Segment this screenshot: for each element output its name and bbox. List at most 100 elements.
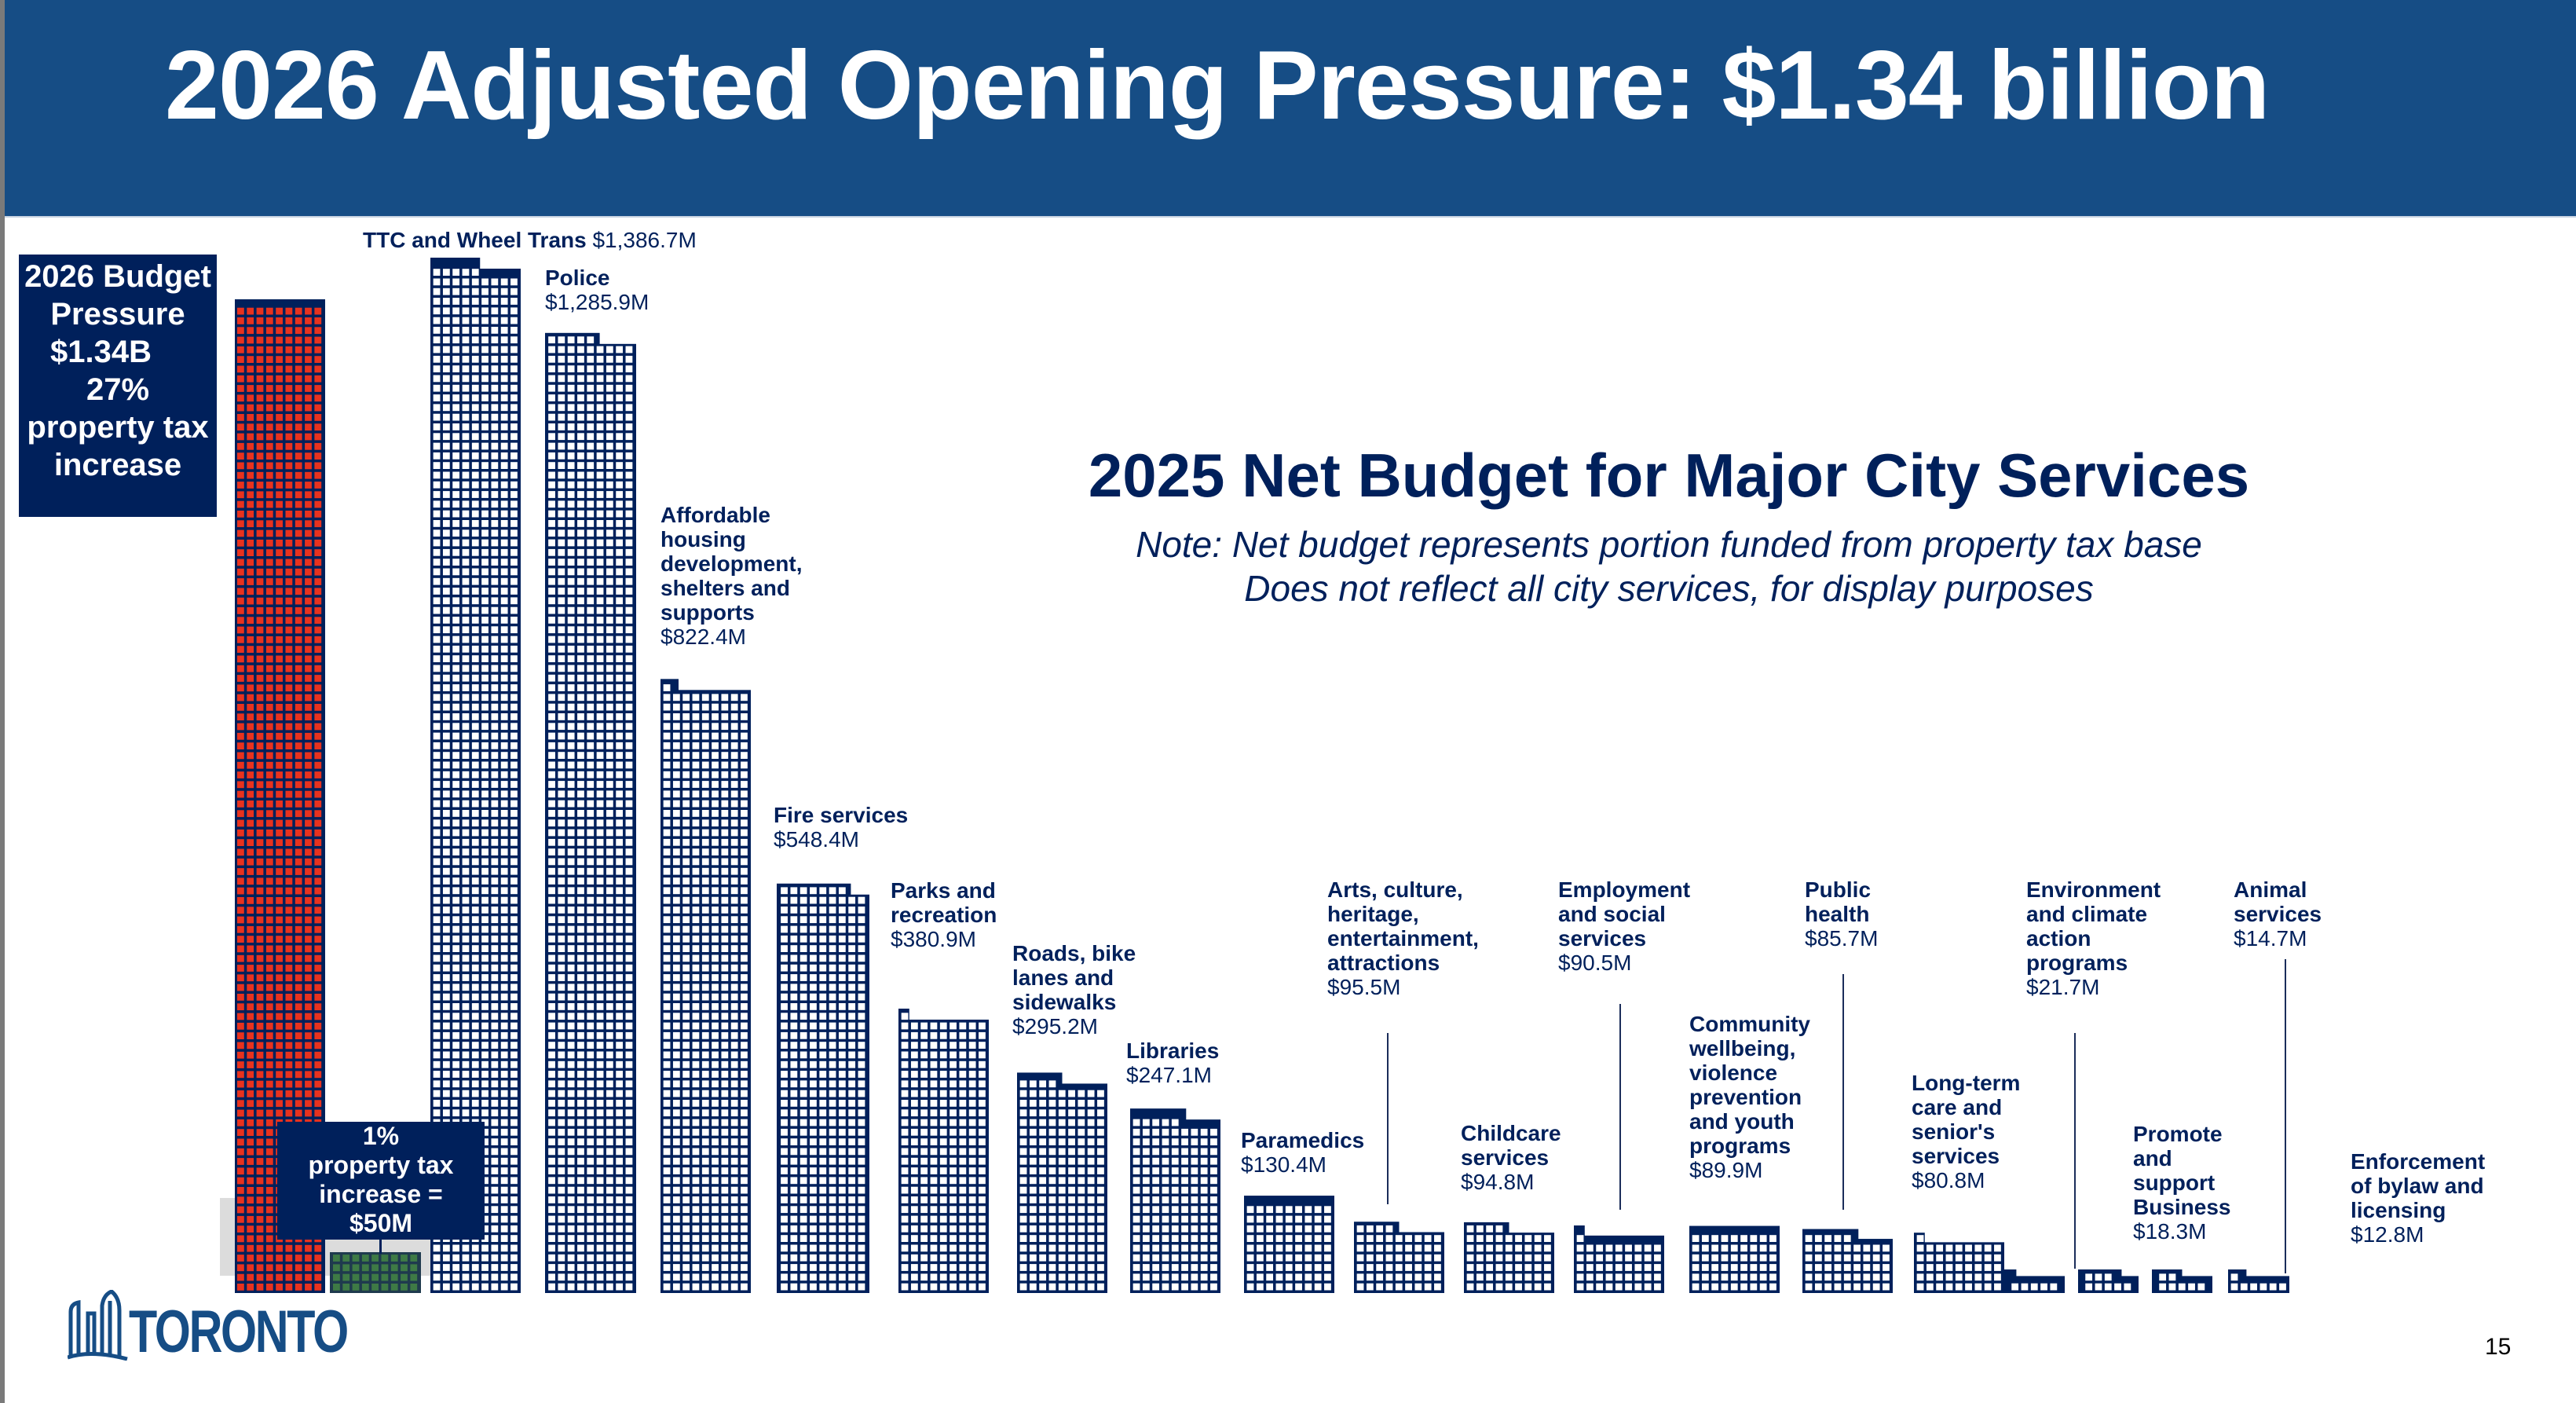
building-bar (545, 332, 636, 1293)
label-name: Roads, bike (1012, 941, 1136, 965)
category-label: Promote and support Business $18.3M (2133, 1122, 2231, 1244)
category-label: Enforcement of bylaw and licensing $12.8M (2351, 1149, 2485, 1247)
label-value: $380.9M (891, 927, 976, 951)
toronto-city-hall-icon (68, 1290, 128, 1361)
label-name: Promote (2133, 1122, 2223, 1146)
label-name: and youth (1689, 1109, 1795, 1134)
chart-title: 2025 Net Budget for Major City Services (1088, 441, 2250, 510)
toronto-logo-text: TORONTO (129, 1299, 349, 1365)
category-label: Parks and recreation $380.9M (891, 878, 997, 951)
pressure-line: 27% (86, 372, 150, 407)
label-name: Fire services (774, 803, 909, 827)
building-bar (1464, 1222, 1554, 1293)
category-label: Police $1,285.9M (545, 266, 649, 314)
label-value: $548.4M (774, 827, 859, 852)
label-name: supports (660, 600, 755, 625)
label-name: and climate (2026, 902, 2148, 926)
category-label: Roads, bike lanes and sidewalks $295.2M (1012, 941, 1136, 1039)
pressure-bar (235, 299, 325, 1293)
label-name: programs (2026, 951, 2128, 975)
label-value: $130.4M (1241, 1152, 1326, 1177)
label-value: $90.5M (1558, 951, 1632, 975)
label-name: sidewalks (1012, 990, 1117, 1014)
label-name: programs (1689, 1134, 1791, 1158)
label-name: senior's (1912, 1119, 1996, 1144)
pressure-line: 2026 Budget (24, 259, 211, 294)
building-bar (1017, 1072, 1107, 1293)
label-name: Animal (2234, 877, 2307, 902)
label-name: of bylaw and (2351, 1174, 2484, 1198)
pressure-line: property tax (27, 410, 209, 445)
label-name: housing (660, 527, 746, 551)
label-name: prevention (1689, 1085, 1802, 1109)
label-value: $18.3M (2133, 1219, 2207, 1244)
building-bar (1354, 1222, 1444, 1293)
label-name: Libraries (1126, 1039, 1220, 1063)
label-name: and (2133, 1146, 2172, 1170)
category-label: Long-term care and senior's services $80.8M (1912, 1071, 2020, 1192)
label-name: Parks and (891, 878, 996, 903)
building-bar (777, 883, 869, 1293)
label-name: shelters and (660, 576, 790, 600)
label-value: $80.8M (1912, 1168, 1985, 1192)
label-name: Business (2133, 1195, 2231, 1219)
label-name: development, (660, 551, 803, 576)
label-value: $94.8M (1461, 1170, 1535, 1194)
label-value: $12.8M (2351, 1222, 2424, 1247)
label-name: TTC and Wheel Trans (363, 228, 587, 252)
label-ttc: TTC and Wheel Trans $1,386.7M (363, 228, 697, 252)
label-value: $247.1M (1126, 1063, 1212, 1087)
category-label: Childcare services $94.8M (1461, 1121, 1561, 1194)
label-value: $14.7M (2234, 926, 2307, 951)
slide-header: 2026 Adjusted Opening Pressure: $1.34 bi… (5, 0, 2576, 218)
category-label: Paramedics $130.4M (1241, 1128, 1364, 1177)
leader-line (1842, 974, 1844, 1210)
building-bar (2152, 1269, 2212, 1293)
pressure-line: Pressure (50, 297, 185, 332)
category-label: Animal services $14.7M (2234, 877, 2322, 951)
building-bar (2228, 1269, 2289, 1293)
one-percent-line: $50M (349, 1209, 413, 1237)
label-value: $1,285.9M (545, 290, 649, 314)
one-percent-bar (330, 1252, 421, 1293)
label-name: and social (1558, 902, 1666, 926)
label-name: recreation (891, 903, 997, 927)
building-bar (2078, 1269, 2139, 1293)
category-label: Fire services $548.4M (774, 803, 908, 852)
pressure-line: increase (53, 448, 182, 482)
label-name: Employment (1558, 877, 1691, 902)
label-name: Public (1805, 877, 1872, 902)
label-name: Long-term (1912, 1071, 2021, 1095)
category-label: Affordable housing development, shelters an… (660, 503, 802, 649)
pressure-line: $1.34B (50, 335, 152, 369)
label-name: heritage, (1327, 902, 1419, 926)
building-bar (660, 679, 751, 1293)
label-name: Arts, culture, (1327, 877, 1463, 902)
label-name: services (1912, 1144, 2000, 1168)
category-label: Arts, culture, heritage, entertainment, att… (1327, 877, 1479, 999)
leader-line (1619, 1004, 1621, 1210)
chart-note: Note: Net budget represents portion fund… (1136, 524, 2202, 565)
label-name: entertainment, (1327, 926, 1479, 951)
one-percent-connector (379, 1240, 382, 1254)
label-name: health (1805, 902, 1870, 926)
building-bar (1244, 1196, 1334, 1293)
building-bar (1802, 1229, 1893, 1293)
label-name: Childcare (1461, 1121, 1561, 1145)
window-edge (0, 0, 5, 1403)
category-label: Community wellbeing, violence prevention and… (1689, 1012, 1810, 1182)
label-name: support (2133, 1170, 2216, 1195)
label-name: Police (545, 266, 610, 290)
building-bar (898, 1008, 989, 1293)
one-percent-box: 1% property tax increase = $50M (277, 1122, 485, 1240)
label-name: lanes and (1012, 965, 1114, 990)
slide-title: 2026 Adjusted Opening Pressure: $1.34 bi… (165, 31, 2270, 140)
label-value: $1,386.7M (592, 228, 697, 252)
label-name: wellbeing, (1689, 1036, 1796, 1060)
label-value: $85.7M (1805, 926, 1879, 951)
category-label: Libraries $247.1M (1126, 1039, 1219, 1087)
label-name: care and (1912, 1095, 2003, 1119)
building-bar (2004, 1269, 2065, 1293)
category-label: Public health $85.7M (1805, 877, 1878, 951)
category-label: Employment and social services $90.5M (1558, 877, 1690, 975)
